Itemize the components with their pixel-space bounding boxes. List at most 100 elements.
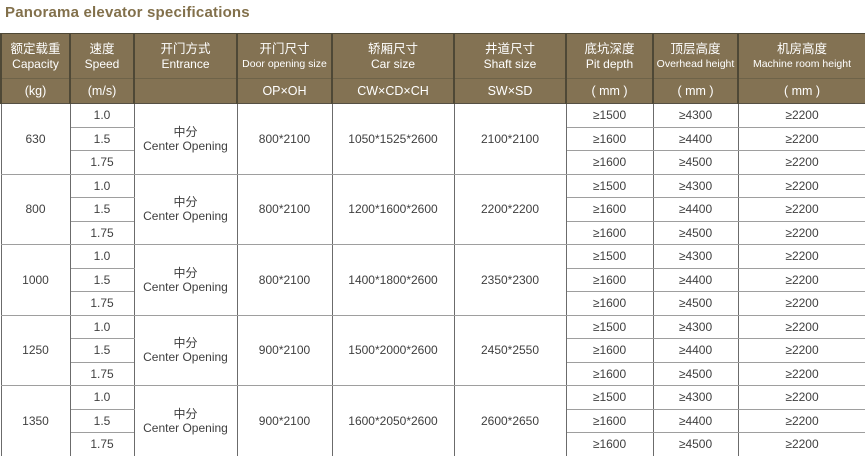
header-machine-room: 机房高度 Machine room height xyxy=(737,33,865,79)
header-capacity-zh: 额定载重 xyxy=(10,42,61,56)
door-size-cell: 800*2100 xyxy=(236,244,333,316)
spec-row: 1250 1.0 中分 Center Opening 900*2100 1500*2000… xyxy=(0,314,865,386)
machine-room-cell: ≥2200 xyxy=(737,150,865,175)
unit-capacity-label: (kg) xyxy=(24,84,47,98)
spec-row: 1.5 ≥1600 ≥4400 ≥2200 xyxy=(1,267,865,292)
unit-door-size-label: OP×OH xyxy=(262,84,307,98)
spec-row: 1.75 ≥1600 ≥4500 ≥2200 xyxy=(1,361,865,386)
speed-cell: 1.0 xyxy=(69,385,135,410)
spec-row: 1.5 ≥1600 ≥4400 ≥2200 xyxy=(1,197,865,222)
speed-cell: 1.75 xyxy=(69,432,135,456)
header-pit-depth-zh: 底坑深度 xyxy=(584,42,635,56)
speed-cell: 1.0 xyxy=(69,314,135,339)
pit-depth-cell: ≥1500 xyxy=(565,244,654,269)
overhead-cell: ≥4400 xyxy=(652,267,739,292)
spec-row: 1.75 ≥1600 ≥4500 ≥2200 xyxy=(1,432,865,456)
door-size-cell: 900*2100 xyxy=(236,385,333,456)
shaft-size-cell: 2200*2200 xyxy=(453,173,567,245)
entrance-zh: 中分 xyxy=(173,124,198,139)
overhead-cell: ≥4500 xyxy=(652,150,739,175)
unit-speed: (m/s) xyxy=(69,78,135,104)
overhead-cell: ≥4400 xyxy=(652,408,739,433)
machine-room-cell: ≥2200 xyxy=(737,126,865,151)
overhead-cell: ≥4500 xyxy=(652,432,739,456)
machine-room-cell: ≥2200 xyxy=(737,197,865,222)
speed-cell: 1.75 xyxy=(69,361,135,386)
pit-depth-cell: ≥1500 xyxy=(565,173,654,198)
machine-room-cell: ≥2200 xyxy=(737,385,865,410)
entrance-zh: 中分 xyxy=(173,195,198,210)
door-size-cell: 900*2100 xyxy=(236,314,333,386)
unit-shaft-size-label: SW×SD xyxy=(487,84,533,98)
door-size-cell: 800*2100 xyxy=(236,173,333,245)
speed-cell: 1.5 xyxy=(69,408,135,433)
unit-speed-label: (m/s) xyxy=(87,84,117,98)
entrance-cell: 中分 Center Opening xyxy=(133,385,238,456)
entrance-en: Center Opening xyxy=(143,350,228,365)
overhead-cell: ≥4400 xyxy=(652,126,739,151)
table-header: 额定载重 Capacity 速度 Speed 开门方式 Entrance 开门尺… xyxy=(0,33,865,104)
speed-cell: 1.0 xyxy=(69,173,135,198)
header-speed: 速度 Speed xyxy=(69,33,135,79)
speed-cell: 1.5 xyxy=(69,267,135,292)
overhead-cell: ≥4300 xyxy=(652,314,739,339)
speed-cell: 1.5 xyxy=(69,126,135,151)
capacity-cell: 1350 xyxy=(0,385,71,456)
entrance-zh: 中分 xyxy=(173,265,198,280)
header-pit-depth: 底坑深度 Pit depth xyxy=(565,33,654,79)
speed-cell: 1.0 xyxy=(69,244,135,269)
spec-row: 1000 1.0 中分 Center Opening 800*2100 1400*1800… xyxy=(0,244,865,316)
machine-room-cell: ≥2200 xyxy=(737,338,865,363)
entrance-en: Center Opening xyxy=(143,420,228,435)
speed-cell: 1.5 xyxy=(69,197,135,222)
machine-room-cell: ≥2200 xyxy=(737,408,865,433)
machine-room-cell: ≥2200 xyxy=(737,103,865,128)
unit-door-size: OP×OH xyxy=(236,78,333,104)
spec-row: 1.5 ≥1600 ≥4400 ≥2200 xyxy=(1,338,865,363)
shaft-size-cell: 2600*2650 xyxy=(453,385,567,456)
machine-room-cell: ≥2200 xyxy=(737,244,865,269)
header-door-size-zh: 开门尺寸 xyxy=(259,42,310,56)
car-size-cell: 1200*1600*2600 xyxy=(331,173,455,245)
machine-room-cell: ≥2200 xyxy=(737,314,865,339)
header-shaft-size: 井道尺寸 Shaft size xyxy=(453,33,567,79)
entrance-zh: 中分 xyxy=(173,406,198,421)
unit-pit-depth: ( mm ) xyxy=(565,78,654,104)
machine-room-cell: ≥2200 xyxy=(737,173,865,198)
unit-capacity: (kg) xyxy=(0,78,71,104)
capacity-cell: 800 xyxy=(0,173,71,245)
entrance-cell: 中分 Center Opening xyxy=(133,173,238,245)
entrance-zh: 中分 xyxy=(173,336,198,351)
spec-row: 1.5 ≥1600 ≥4400 ≥2200 xyxy=(1,126,865,151)
table-body: 630 1.0 中分 Center Opening 800*2100 1050*1525*… xyxy=(0,103,865,456)
pit-depth-cell: ≥1600 xyxy=(565,408,654,433)
entrance-cell: 中分 Center Opening xyxy=(133,244,238,316)
header-shaft-size-zh: 井道尺寸 xyxy=(484,42,535,56)
entrance-cell: 中分 Center Opening xyxy=(133,103,238,175)
car-size-cell: 1500*2000*2600 xyxy=(331,314,455,386)
pit-depth-cell: ≥1600 xyxy=(565,361,654,386)
pit-depth-cell: ≥1600 xyxy=(565,267,654,292)
pit-depth-cell: ≥1600 xyxy=(565,197,654,222)
unit-overhead-label: ( mm ) xyxy=(677,84,714,98)
overhead-cell: ≥4300 xyxy=(652,173,739,198)
pit-depth-cell: ≥1600 xyxy=(565,432,654,456)
overhead-cell: ≥4500 xyxy=(652,361,739,386)
header-main-row: 额定载重 Capacity 速度 Speed 开门方式 Entrance 开门尺… xyxy=(0,33,865,79)
unit-shaft-size: SW×SD xyxy=(453,78,567,104)
pit-depth-cell: ≥1600 xyxy=(565,150,654,175)
header-car-size-zh: 轿厢尺寸 xyxy=(367,42,418,56)
unit-car-size-label: CW×CD×CH xyxy=(357,84,429,98)
header-entrance: 开门方式 Entrance xyxy=(133,33,238,79)
header-machine-room-en: Machine room height xyxy=(752,58,852,70)
header-door-size-en: Door opening size xyxy=(242,58,327,70)
header-speed-en: Speed xyxy=(84,57,120,71)
overhead-cell: ≥4400 xyxy=(652,197,739,222)
capacity-cell: 1250 xyxy=(0,314,71,386)
overhead-cell: ≥4500 xyxy=(652,220,739,245)
header-machine-room-zh: 机房高度 xyxy=(776,42,827,56)
pit-depth-cell: ≥1600 xyxy=(565,126,654,151)
unit-machine-room: ( mm ) xyxy=(737,78,865,104)
speed-cell: 1.75 xyxy=(69,150,135,175)
speed-cell: 1.75 xyxy=(69,291,135,316)
